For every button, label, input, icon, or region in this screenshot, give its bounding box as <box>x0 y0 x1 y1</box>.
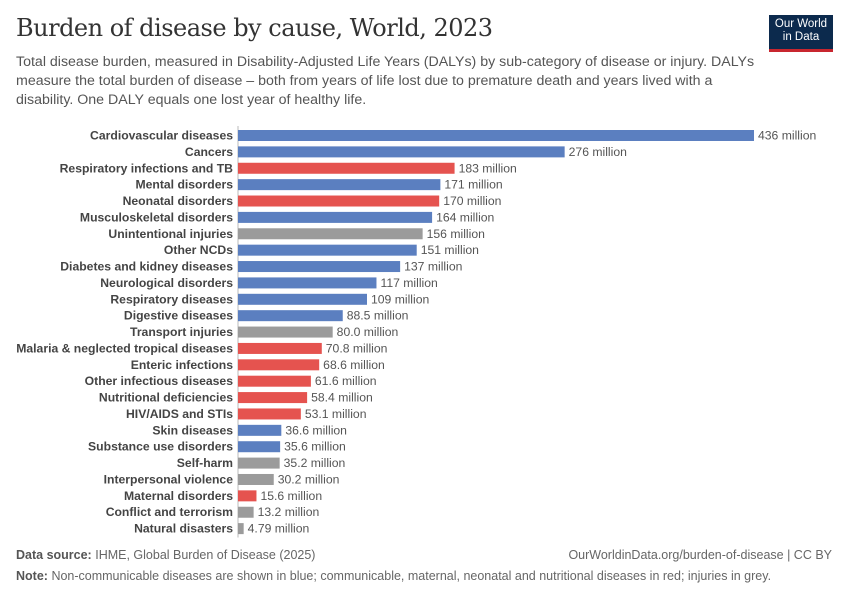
category-label: Cancers <box>185 145 233 159</box>
category-label: Diabetes and kidney diseases <box>60 260 233 274</box>
source-label: Data source: <box>16 548 92 562</box>
category-label: Cardiovascular diseases <box>90 129 233 143</box>
bar[interactable] <box>238 228 423 240</box>
bar[interactable] <box>238 457 280 469</box>
chart-subtitle: Total disease burden, measured in Disabi… <box>16 54 755 108</box>
category-label: Other NCDs <box>164 243 233 257</box>
value-label: 88.5 million <box>347 309 409 323</box>
value-label: 13.2 million <box>258 505 320 519</box>
bar[interactable] <box>238 162 455 174</box>
source-text[interactable]: IHME, Global Burden of Disease (2025) <box>95 548 316 562</box>
bar[interactable] <box>238 310 343 322</box>
category-label: Self-harm <box>177 456 233 470</box>
value-label: 61.6 million <box>315 374 377 388</box>
value-label: 80.0 million <box>337 325 399 339</box>
category-label: Natural disasters <box>134 522 233 536</box>
value-label: 137 million <box>404 260 462 274</box>
logo-line1: Our World <box>774 18 828 30</box>
value-label: 276 million <box>569 145 627 159</box>
value-label: 170 million <box>443 194 501 208</box>
value-label: 171 million <box>444 178 502 192</box>
value-label: 156 million <box>427 227 485 241</box>
note-label: Note: <box>16 569 48 583</box>
value-label: 15.6 million <box>260 489 322 503</box>
chart-note: Note: Non-communicable diseases are show… <box>16 569 771 583</box>
category-label: Respiratory diseases <box>110 292 233 306</box>
bar[interactable] <box>238 375 311 387</box>
value-label: 35.6 million <box>284 440 346 454</box>
source-url[interactable]: OurWorldinData.org/burden-of-disease | C… <box>568 548 832 562</box>
category-label: Other infectious diseases <box>85 374 234 388</box>
value-label: 36.6 million <box>285 423 347 437</box>
category-label: Respiratory infections and TB <box>60 161 234 175</box>
bar[interactable] <box>238 195 440 207</box>
category-label: Conflict and terrorism <box>106 505 233 519</box>
bar[interactable] <box>238 392 308 404</box>
bar[interactable] <box>238 326 333 338</box>
bar[interactable] <box>238 179 441 191</box>
bar[interactable] <box>238 490 257 502</box>
category-label: HIV/AIDS and STIs <box>126 407 233 421</box>
category-label: Neurological disorders <box>100 276 233 290</box>
bar[interactable] <box>238 293 367 305</box>
bar[interactable] <box>238 342 322 354</box>
note-text: Non-communicable diseases are shown in b… <box>51 569 772 583</box>
category-label: Skin diseases <box>152 423 233 437</box>
value-label: 58.4 million <box>311 391 373 405</box>
bar[interactable] <box>238 441 281 453</box>
bar[interactable] <box>238 424 282 436</box>
value-label: 53.1 million <box>305 407 367 421</box>
value-label: 117 million <box>380 276 437 290</box>
bar[interactable] <box>238 211 433 223</box>
category-label: Nutritional deficiencies <box>99 391 233 405</box>
category-label: Musculoskeletal disorders <box>80 210 233 224</box>
category-label: Transport injuries <box>130 325 233 339</box>
value-label: 151 million <box>421 243 479 257</box>
bar[interactable] <box>238 130 754 141</box>
value-label: 70.8 million <box>326 341 388 355</box>
value-label: 68.6 million <box>323 358 385 372</box>
category-label: Interpersonal violence <box>104 472 234 486</box>
bar[interactable] <box>238 244 417 256</box>
value-label: 436 million <box>758 129 816 143</box>
owid-logo[interactable]: Our World in Data <box>769 15 833 52</box>
category-label: Enteric infections <box>131 358 233 372</box>
value-label: 30.2 million <box>278 472 340 486</box>
bar[interactable] <box>238 473 274 485</box>
bar-chart: Cardiovascular diseases 436 million Cancer… <box>16 126 816 538</box>
bar[interactable] <box>238 506 254 518</box>
category-label: Maternal disorders <box>124 489 233 503</box>
category-label: Malaria & neglected tropical diseases <box>16 341 233 355</box>
bar[interactable] <box>238 408 301 420</box>
bar[interactable] <box>238 523 244 535</box>
value-label: 4.79 million <box>248 522 310 536</box>
bar[interactable] <box>238 359 320 371</box>
value-label: 35.2 million <box>284 456 346 470</box>
category-label: Neonatal disorders <box>123 194 234 208</box>
bar[interactable] <box>238 261 401 273</box>
category-label: Digestive diseases <box>124 309 233 323</box>
value-label: 164 million <box>436 210 494 224</box>
category-label: Mental disorders <box>135 178 233 192</box>
logo-line2: in Data <box>782 31 820 43</box>
bar[interactable] <box>238 277 377 289</box>
category-label: Substance use disorders <box>88 440 233 454</box>
chart-title: Burden of disease by cause, World, 2023 <box>16 14 493 42</box>
data-source: Data source: IHME, Global Burden of Dise… <box>16 548 315 562</box>
bar[interactable] <box>238 146 565 158</box>
value-label: 183 million <box>459 161 517 175</box>
value-label: 109 million <box>371 292 429 306</box>
category-label: Unintentional injuries <box>108 227 233 241</box>
